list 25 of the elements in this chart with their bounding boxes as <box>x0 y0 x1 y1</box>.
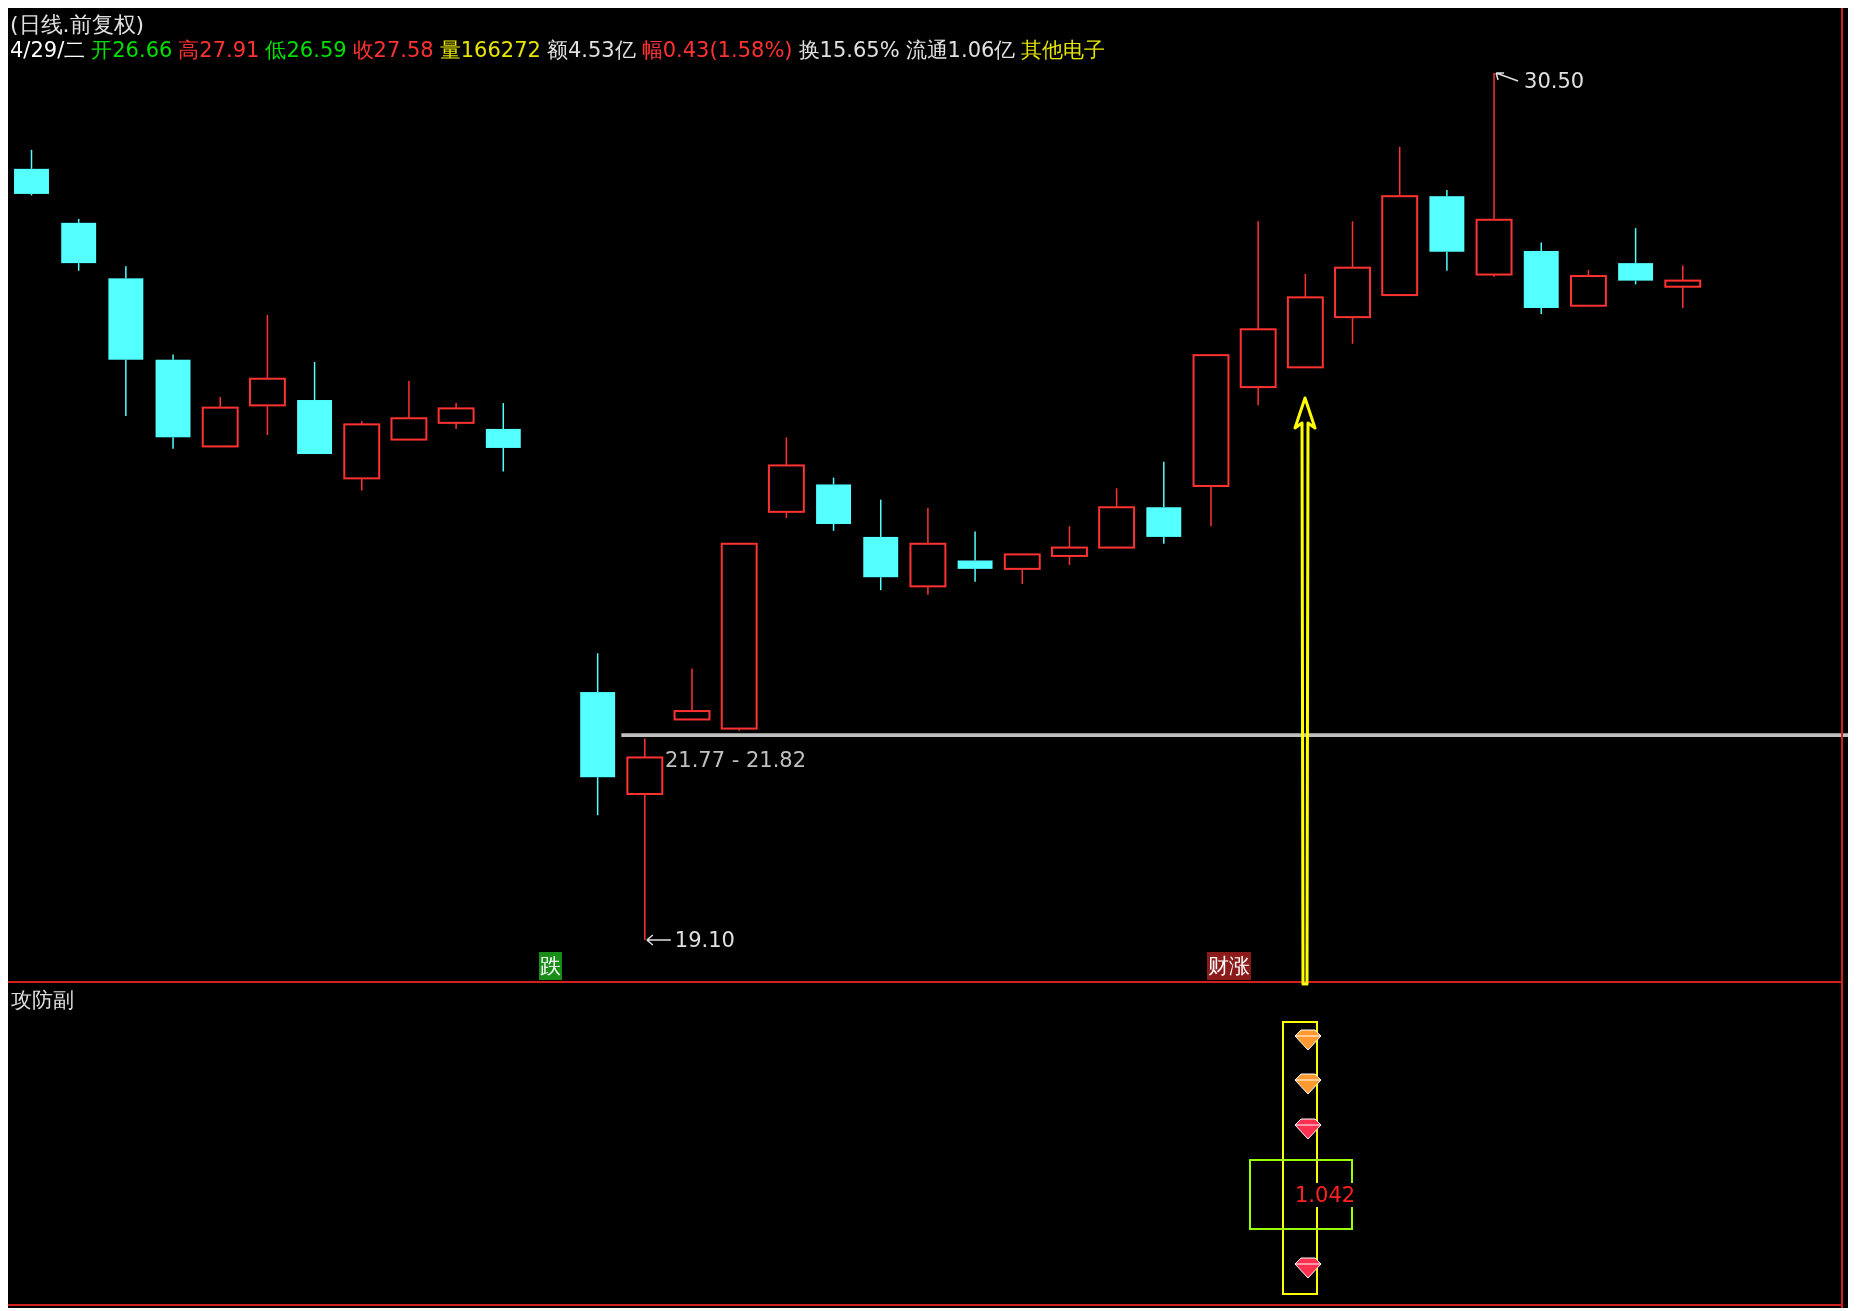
chart-title: (日线.前复权) <box>10 12 145 37</box>
text: 1.042 <box>1294 1183 1357 1207</box>
candlestick <box>1429 189 1465 272</box>
candlestick <box>248 314 286 436</box>
text: 财涨 <box>1207 952 1252 980</box>
text: 4/29/二 开26.66 高27.91 低26.59 收27.58 量166272 额4.53亿 幅0.43(1.58%) 换15.65% 流通1.06亿 其他电子 <box>10 38 1106 62</box>
text: 跌 <box>538 952 562 980</box>
candlestick <box>1334 220 1371 345</box>
annotation: 19.10 <box>674 928 735 952</box>
candlestick <box>1239 220 1277 407</box>
candlestick <box>626 737 664 941</box>
candlestick <box>1664 264 1702 309</box>
candlestick <box>1146 460 1182 545</box>
candlestick <box>580 652 616 817</box>
candlestick <box>108 265 144 417</box>
candlestick <box>437 402 475 430</box>
text: 攻防副 <box>10 987 75 1014</box>
band-label: 21.77 - 21.82 <box>664 747 807 772</box>
annotation: 30.50 <box>1524 69 1585 93</box>
candlestick <box>1523 241 1559 315</box>
candlestick <box>909 507 947 596</box>
candlestick <box>343 420 381 492</box>
candlestick <box>957 530 993 583</box>
candlestick <box>485 402 521 473</box>
candlestick <box>155 353 191 450</box>
